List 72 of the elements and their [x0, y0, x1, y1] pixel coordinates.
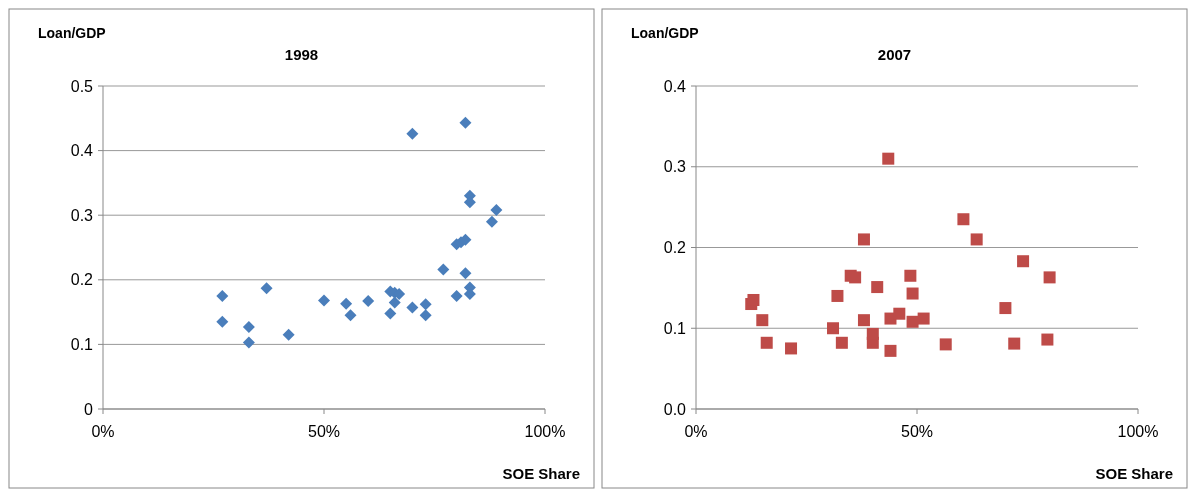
point [756, 314, 769, 327]
point [318, 294, 330, 307]
x-axis-title: SOE Share [502, 465, 580, 482]
y-tick-label: 0.1 [70, 336, 94, 353]
point [835, 336, 848, 349]
point [893, 307, 906, 320]
point [437, 263, 450, 276]
y-axis-title: Loan/GDP [38, 25, 106, 41]
point [485, 215, 498, 228]
y-tick-label: 0.2 [663, 239, 687, 257]
point [384, 307, 397, 320]
point [216, 315, 229, 328]
point [866, 327, 879, 340]
y-tick-label: 0.4 [70, 142, 94, 160]
point [340, 297, 353, 310]
point [831, 289, 844, 302]
point [1008, 337, 1021, 350]
point [419, 309, 432, 322]
chart-title: 1998 [284, 46, 319, 63]
x-tick-label: 100% [1117, 423, 1159, 440]
point [490, 204, 503, 217]
point [1043, 271, 1056, 284]
point [827, 322, 840, 335]
point [882, 152, 895, 165]
point [344, 309, 357, 322]
y-tick-label: 0.5 [70, 77, 94, 95]
point [970, 233, 983, 246]
point [459, 116, 472, 129]
point [917, 312, 930, 325]
x-tick-label: 50% [307, 423, 341, 440]
x-axis-title: SOE Share [1095, 465, 1173, 482]
point [1017, 255, 1030, 268]
y-tick-label: 0.4 [663, 77, 687, 95]
point [1041, 333, 1054, 346]
x-tick-label: 0% [684, 423, 708, 440]
point [242, 320, 255, 333]
point [857, 314, 870, 327]
point [450, 289, 463, 302]
y-tick-label: 0 [84, 400, 94, 418]
y-tick-label: 0.3 [663, 158, 687, 176]
point [871, 281, 884, 294]
point [857, 233, 870, 246]
point [747, 293, 760, 306]
point [906, 287, 919, 300]
point [785, 342, 798, 355]
point [957, 213, 970, 226]
x-tick-label: 50% [900, 423, 934, 440]
y-tick-label: 0.0 [663, 400, 687, 418]
point [999, 302, 1012, 315]
point [419, 298, 432, 311]
x-tick-label: 100% [524, 423, 566, 440]
point [884, 344, 897, 357]
point [406, 301, 419, 314]
point [282, 328, 295, 341]
point [260, 282, 273, 295]
point [406, 127, 419, 140]
point [904, 269, 917, 282]
chart-title: 2007 [877, 46, 912, 63]
y-tick-label: 0.1 [663, 319, 687, 337]
point [216, 289, 229, 302]
point [939, 338, 952, 351]
y-tick-label: 0.2 [70, 271, 94, 289]
point [459, 267, 472, 280]
y-tick-label: 0.3 [70, 206, 94, 224]
point [242, 336, 255, 349]
x-tick-label: 0% [91, 423, 115, 440]
point [906, 315, 919, 328]
point [760, 336, 773, 349]
y-axis-title: Loan/GDP [631, 25, 699, 41]
point [849, 271, 862, 284]
point [388, 296, 401, 309]
point [362, 295, 375, 308]
